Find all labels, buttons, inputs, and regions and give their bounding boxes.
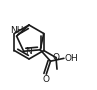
Text: OH: OH — [65, 54, 79, 63]
Text: N: N — [25, 47, 32, 56]
Text: O: O — [52, 53, 59, 62]
Text: O: O — [43, 75, 50, 84]
Text: NH: NH — [10, 26, 23, 35]
